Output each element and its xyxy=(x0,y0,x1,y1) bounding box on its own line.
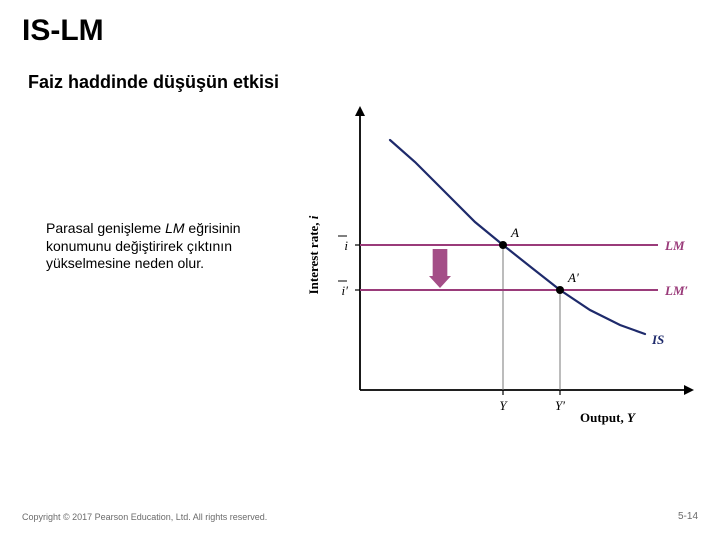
desc-prefix: Parasal genişleme xyxy=(46,220,165,236)
copyright-text: Copyright © 2017 Pearson Education, Ltd.… xyxy=(22,512,267,522)
svg-text:i: i xyxy=(344,238,348,253)
svg-text:A′: A′ xyxy=(567,270,579,285)
page-number: 5-14 xyxy=(678,511,698,522)
svg-text:IS: IS xyxy=(651,332,664,347)
chart-svg: Interest rate, i Output, Y IS LM i A Y LM′ i′ A′ Y… xyxy=(300,100,700,440)
islm-chart: Interest rate, i Output, Y IS LM i A Y LM′ i′ A′ Y… xyxy=(300,100,700,440)
svg-text:Y: Y xyxy=(499,398,508,413)
svg-text:LM: LM xyxy=(664,238,685,253)
svg-text:Output, Y: Output, Y xyxy=(580,410,636,425)
svg-text:Interest rate, i: Interest rate, i xyxy=(306,215,321,294)
svg-text:LM′: LM′ xyxy=(664,283,689,298)
svg-text:i′: i′ xyxy=(342,283,349,298)
svg-text:Y′: Y′ xyxy=(555,398,565,413)
page-title: IS-LM xyxy=(22,14,104,48)
description-paragraph: Parasal genişleme LM eğrisinin konumunu … xyxy=(46,220,246,273)
footer: Copyright © 2017 Pearson Education, Ltd.… xyxy=(0,506,720,540)
svg-text:A: A xyxy=(510,225,519,240)
desc-em: LM xyxy=(165,220,184,236)
subtitle: Faiz haddinde düşüşün etkisi xyxy=(28,72,279,93)
footer-bar xyxy=(0,520,720,540)
